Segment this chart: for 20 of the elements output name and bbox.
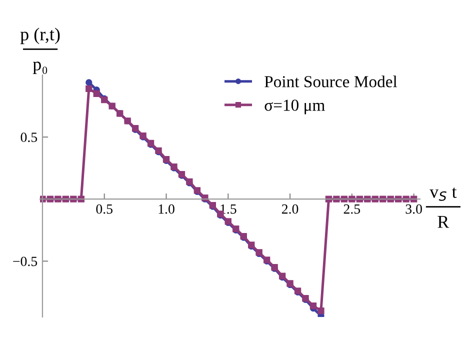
point (310, 302, 317, 310)
legend-label: Point Source Model (264, 76, 398, 88)
x-tick-label: 1.0 (158, 204, 174, 214)
point (333, 196, 340, 202)
point (86, 85, 92, 92)
x-tick-label: 2.5 (344, 204, 360, 214)
point (348, 196, 356, 202)
point (93, 90, 100, 97)
point (54, 196, 62, 202)
x-axis-title: v$_{S}$ t R (430, 188, 457, 228)
legend-label: σ=10 μm (264, 100, 325, 114)
point (402, 196, 410, 202)
x-tick-label: 0.5 (96, 204, 113, 214)
point (318, 307, 324, 314)
point (70, 196, 77, 202)
y-tick-label: −0.5 (13, 256, 38, 266)
point (86, 79, 92, 86)
x-tick-label: 3.0 (406, 204, 422, 214)
x-tick-label: 2.0 (282, 204, 298, 214)
y-axis-title: p (r,t) p₀ (20, 28, 60, 74)
